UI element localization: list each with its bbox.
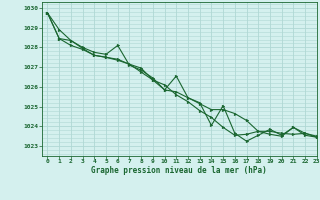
X-axis label: Graphe pression niveau de la mer (hPa): Graphe pression niveau de la mer (hPa): [91, 166, 267, 175]
